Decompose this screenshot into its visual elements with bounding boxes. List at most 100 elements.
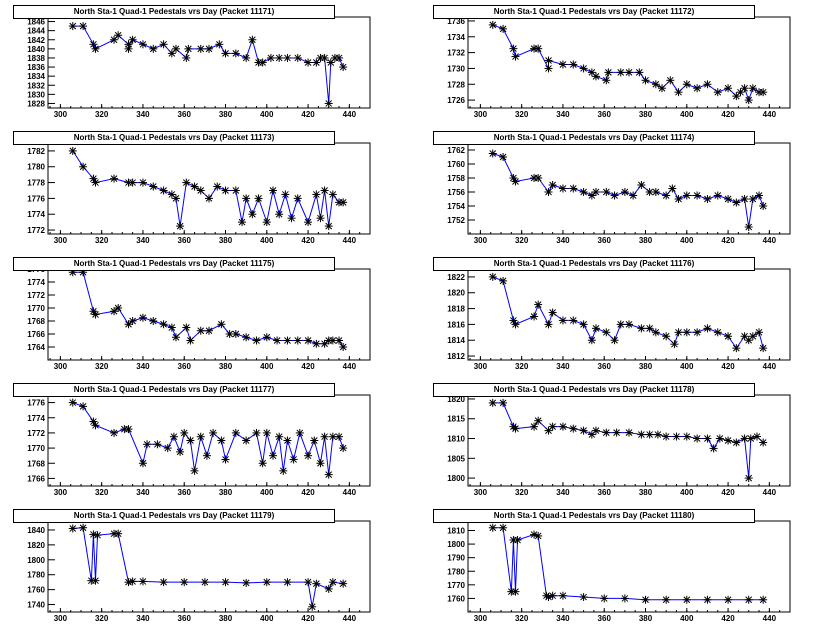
data-point — [79, 162, 88, 171]
data-point — [266, 53, 275, 62]
y-tick-label: 1766 — [27, 330, 45, 339]
data-point — [149, 317, 158, 325]
data-point — [339, 63, 348, 72]
x-tick-label: 360 — [598, 488, 612, 497]
data-point — [499, 24, 508, 33]
y-tick-label: 1832 — [27, 81, 45, 90]
x-tick-label: 380 — [219, 110, 233, 119]
data-point — [242, 333, 251, 342]
x-tick-label: 400 — [260, 488, 274, 497]
plot: 300 320 340 360 380 400 420 440 1764 1766 1768 1770… — [27, 265, 371, 371]
y-tick-label: 1820 — [447, 289, 465, 298]
y-tick-label: 1820 — [447, 395, 465, 404]
x-tick-label: 340 — [136, 488, 150, 497]
plot-frame — [467, 16, 791, 109]
data-point — [138, 178, 147, 187]
y-tick-label: 1760 — [447, 160, 465, 169]
y-tick-label: 1764 — [27, 343, 45, 352]
data-point — [128, 577, 137, 586]
x-tick-label: 380 — [639, 236, 653, 245]
data-point — [548, 591, 557, 600]
data-point — [724, 332, 733, 341]
x-tick-label: 360 — [598, 362, 612, 371]
data-point — [579, 188, 588, 196]
x-tick-label: 300 — [54, 614, 68, 623]
data-point — [740, 195, 749, 203]
data-point — [163, 444, 172, 453]
data-point — [674, 328, 683, 337]
data-point — [316, 459, 325, 468]
data-point — [509, 174, 518, 182]
data-point — [499, 398, 508, 407]
y-tick-label: 1820 — [27, 541, 45, 550]
data-point — [511, 587, 520, 596]
y-tick-label: 1790 — [447, 554, 465, 563]
y-tick-label: 1830 — [27, 90, 45, 99]
data-point — [335, 432, 344, 441]
data-point — [744, 223, 753, 231]
data-point — [674, 195, 683, 203]
data-point — [610, 336, 619, 345]
y-tick-label: 1736 — [447, 17, 465, 26]
x-tick-label: 440 — [763, 614, 777, 623]
data-point — [262, 428, 271, 437]
data-point — [91, 576, 100, 585]
x-tick-label: 340 — [556, 362, 570, 371]
y-tick-label: 1760 — [27, 586, 45, 595]
x-tick-label: 380 — [639, 488, 653, 497]
plot-frame — [467, 394, 791, 487]
y-tick-label: 1780 — [27, 163, 45, 172]
data-point — [600, 594, 609, 603]
data-point — [530, 530, 539, 539]
data-point — [530, 312, 539, 321]
y-tick-label: 1834 — [27, 72, 45, 81]
y-tick-label: 1840 — [27, 526, 45, 535]
data-point — [591, 188, 600, 196]
plot: 300 320 340 360 380 400 420 440 1772 1774 1776 1778… — [27, 142, 371, 245]
x-tick-label: 380 — [219, 362, 233, 371]
data-point — [602, 76, 611, 85]
data-point — [275, 53, 284, 62]
chart-title: North Sta-1 Quad-1 Pedestals vrs Day (Pa… — [433, 5, 755, 19]
x-tick-label: 320 — [95, 362, 109, 371]
data-point — [641, 76, 650, 85]
x-tick-label: 420 — [721, 614, 735, 623]
data-point — [511, 52, 520, 61]
data-point — [703, 80, 712, 89]
data-point — [215, 40, 224, 49]
data-point — [304, 336, 313, 345]
data-point — [602, 188, 611, 196]
data-point — [544, 188, 553, 196]
chart-panel: North Sta-1 Quad-1 Pedestals vrs Day (Pa… — [0, 0, 410, 126]
data-point — [625, 68, 633, 77]
y-tick-label: 1815 — [447, 415, 465, 424]
data-point — [569, 60, 578, 69]
chart-panel: North Sta-1 Quad-1 Pedestals vrs Day (Pa… — [420, 252, 830, 378]
series-line — [72, 527, 344, 607]
data-point — [713, 88, 722, 97]
data-point — [68, 146, 77, 155]
data-point — [511, 177, 520, 186]
plot-frame — [467, 268, 791, 361]
data-point — [759, 88, 768, 97]
plot-frame — [47, 16, 371, 109]
x-tick-label: 380 — [639, 110, 653, 119]
x-tick-label: 420 — [301, 236, 315, 245]
data-point — [579, 593, 588, 602]
y-tick-label: 1758 — [447, 174, 465, 183]
data-point — [724, 195, 733, 203]
data-point — [295, 428, 304, 437]
x-tick-label: 360 — [178, 362, 192, 371]
data-point — [196, 432, 205, 441]
y-tick-label: 1844 — [27, 27, 45, 36]
data-point — [548, 422, 557, 431]
data-point — [169, 432, 178, 441]
data-point — [205, 44, 213, 53]
x-tick-label: 360 — [178, 488, 192, 497]
x-tick-label: 320 — [515, 362, 529, 371]
data-point — [320, 186, 329, 195]
data-point — [221, 455, 230, 464]
chart-title: North Sta-1 Quad-1 Pedestals vrs Day (Pa… — [13, 5, 335, 19]
data-point — [558, 184, 567, 193]
data-point — [335, 53, 344, 62]
